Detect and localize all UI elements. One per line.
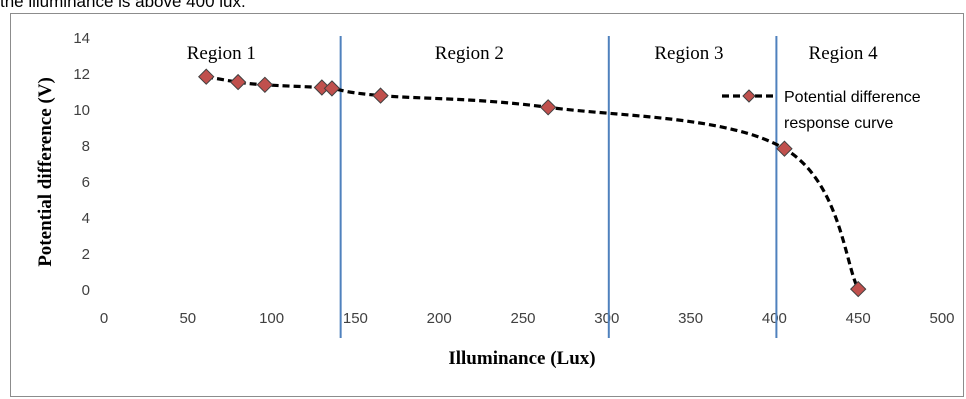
x-tick-label: 350 bbox=[678, 310, 703, 327]
data-point bbox=[198, 68, 215, 85]
y-tick-label: 2 bbox=[82, 246, 90, 263]
x-tick-label: 400 bbox=[762, 310, 787, 327]
response-curve-line bbox=[205, 75, 860, 290]
legend-label: Potential difference bbox=[784, 89, 921, 106]
region-label: Region 2 bbox=[435, 43, 504, 64]
legend: Potential difference response curve bbox=[722, 89, 921, 132]
data-series bbox=[198, 68, 867, 298]
data-point bbox=[313, 79, 331, 96]
data-point bbox=[256, 76, 274, 94]
y-axis-title: Potential difference (V) bbox=[35, 77, 56, 267]
x-tick-label: 250 bbox=[510, 310, 535, 327]
y-tick-label: 6 bbox=[82, 174, 90, 191]
legend-label: response curve bbox=[784, 115, 893, 132]
x-tick-label: 200 bbox=[427, 310, 452, 327]
chart-frame bbox=[10, 13, 964, 397]
caption-fragment: the illuminance is above 400 lux. bbox=[0, 0, 246, 11]
x-tick-label: 50 bbox=[179, 310, 196, 327]
data-point bbox=[372, 87, 389, 104]
y-tick-label: 12 bbox=[73, 66, 90, 83]
region-label: Region 4 bbox=[809, 43, 879, 64]
y-tick-label: 4 bbox=[82, 210, 90, 227]
x-tick-label: 450 bbox=[846, 310, 871, 327]
data-point bbox=[323, 80, 341, 97]
data-point bbox=[849, 280, 867, 298]
y-tick-label: 10 bbox=[73, 102, 90, 119]
x-axis-title: Illuminance (Lux) bbox=[448, 348, 595, 369]
x-axis-ticks: 0 50 100 150 200 250 300 350 400 450 500 bbox=[100, 310, 955, 327]
data-point bbox=[229, 73, 247, 91]
y-axis-ticks: 0 2 4 6 8 10 12 14 bbox=[73, 30, 90, 299]
x-tick-label: 100 bbox=[259, 310, 284, 327]
region-label: Region 1 bbox=[187, 43, 256, 64]
data-point bbox=[776, 140, 793, 157]
legend-marker-sample bbox=[742, 89, 756, 103]
region-labels: Region 1 Region 2 Region 3 Region 4 bbox=[187, 43, 878, 64]
x-tick-label: 500 bbox=[929, 310, 954, 327]
y-tick-label: 8 bbox=[82, 138, 90, 155]
x-tick-label: 300 bbox=[594, 310, 619, 327]
x-tick-label: 150 bbox=[343, 310, 368, 327]
region-label: Region 3 bbox=[654, 43, 723, 64]
y-tick-label: 14 bbox=[73, 30, 90, 47]
x-tick-label: 0 bbox=[100, 310, 108, 327]
data-point bbox=[539, 99, 557, 116]
y-tick-label: 0 bbox=[82, 282, 90, 299]
region-boundaries bbox=[339, 36, 778, 338]
